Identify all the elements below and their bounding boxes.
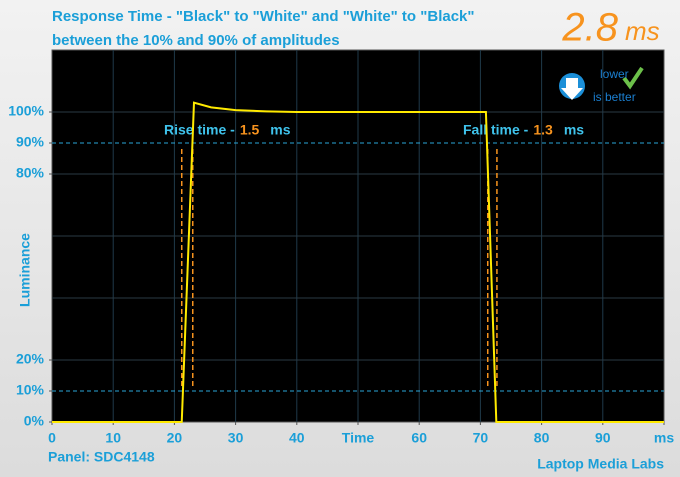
y-tick-label: 20%: [16, 351, 45, 367]
x-tick-label: 30: [228, 430, 244, 446]
badge-check: [622, 66, 644, 90]
fall-value: 1.3: [533, 122, 553, 138]
x-tick-label: 0: [48, 430, 56, 446]
y-tick-label: 90%: [16, 134, 45, 150]
x-tick-label: 80: [534, 430, 550, 446]
x-tick-label: 20: [167, 430, 183, 446]
credit: Laptop Media Labs: [537, 456, 664, 472]
total-unit: ms: [625, 16, 660, 46]
badge-arrow: [561, 78, 583, 100]
y-axis-label: Luminance: [17, 233, 33, 307]
x-tick-label: 70: [473, 430, 489, 446]
rise-unit: ms: [270, 122, 290, 138]
x-tick-label: Time: [342, 430, 375, 446]
total-value: 2.8: [561, 6, 618, 50]
badge-text: is better: [593, 90, 636, 104]
luminance-line: [52, 101, 664, 423]
x-tick-label: 60: [411, 430, 427, 446]
x-tick-label: 10: [105, 430, 121, 446]
y-tick-label: 80%: [16, 165, 45, 181]
x-tick-label: 90: [595, 430, 611, 446]
panel-label: Panel: SDC4148: [48, 449, 155, 465]
fall-unit: ms: [564, 122, 584, 138]
fall-label: Fall time -: [463, 122, 529, 138]
x-tick-label: ms: [654, 430, 674, 446]
chart-title: Response Time - "Black" to "White" and "…: [52, 8, 475, 25]
rise-value: 1.5: [240, 122, 260, 138]
chart-subtitle: between the 10% and 90% of amplitudes: [52, 32, 340, 49]
x-tick-label: 40: [289, 430, 305, 446]
badge-text: lower: [600, 67, 629, 81]
y-tick-label: 100%: [8, 103, 44, 119]
rise-label: Rise time -: [164, 122, 235, 138]
y-tick-label: 10%: [16, 382, 45, 398]
y-tick-label: 0%: [24, 413, 45, 429]
